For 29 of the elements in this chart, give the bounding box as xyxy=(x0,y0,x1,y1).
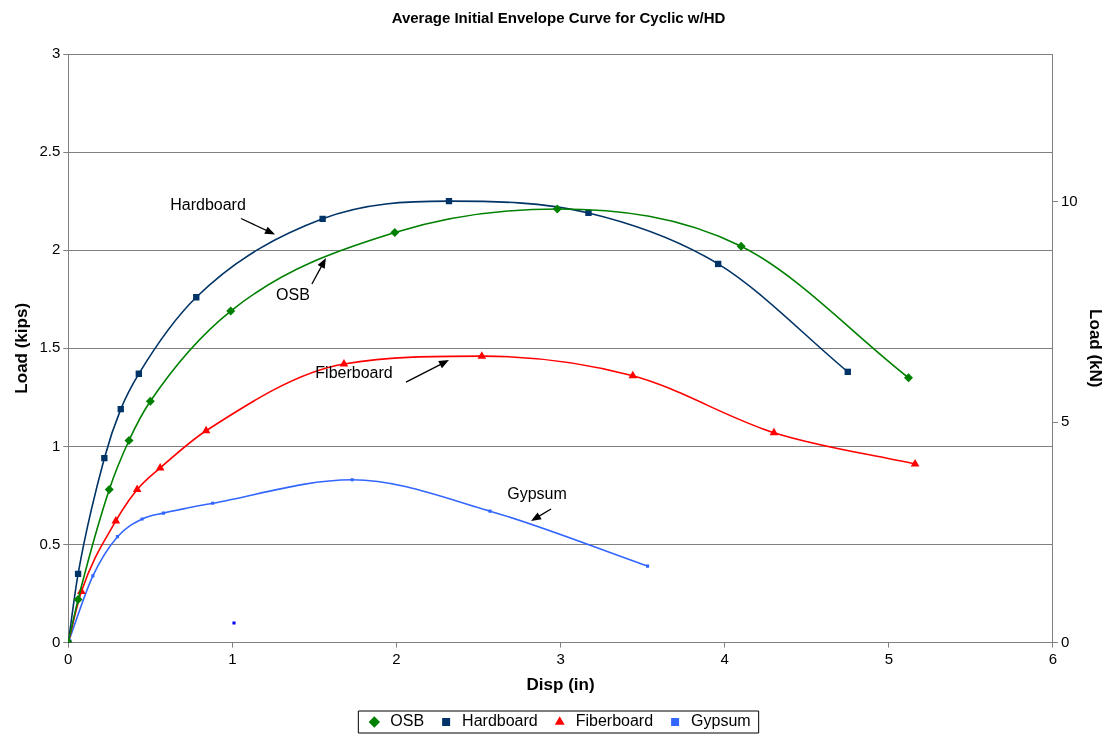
x-tick-label: 6 xyxy=(1048,649,1058,667)
x-tick-label: 4 xyxy=(720,649,729,667)
y2-tick-label: 0 xyxy=(1060,632,1070,650)
x-tick-label: 3 xyxy=(556,649,565,667)
y-tick-label: 1 xyxy=(51,436,61,454)
y-tick-label: 2.5 xyxy=(39,142,61,160)
y-tick-label: 1.5 xyxy=(39,338,61,356)
y2-axis-title: Load (kN) xyxy=(1086,309,1106,388)
x-tick-label: 0 xyxy=(64,649,73,667)
annotation: Gypsum xyxy=(507,485,567,503)
legend-label: Fiberboard xyxy=(575,712,654,730)
y-tick-label: 0.5 xyxy=(39,534,61,552)
y-tick-label: 2 xyxy=(51,240,61,258)
y2-tick-label: 5 xyxy=(1060,412,1070,430)
legend-label: Hardboard xyxy=(462,712,538,730)
y-axis-title: Load (kips) xyxy=(11,302,31,394)
y-tick-label: 3 xyxy=(51,44,61,62)
legend-label: Gypsum xyxy=(691,712,751,730)
x-tick-label: 2 xyxy=(392,649,401,667)
x-tick-label: 5 xyxy=(884,649,893,667)
annotation: Hardboard xyxy=(170,195,246,213)
annotation: OSB xyxy=(276,286,310,304)
x-axis-title: Disp (in) xyxy=(526,675,595,695)
y-tick-label: 0 xyxy=(51,632,61,650)
annotation: Fiberboard xyxy=(315,364,393,382)
chart-title: Average Initial Envelope Curve for Cyclic w/HD xyxy=(391,9,726,27)
x-tick-label: 1 xyxy=(228,649,237,667)
y2-tick-label: 10 xyxy=(1060,191,1078,209)
legend-label: OSB xyxy=(390,712,425,730)
